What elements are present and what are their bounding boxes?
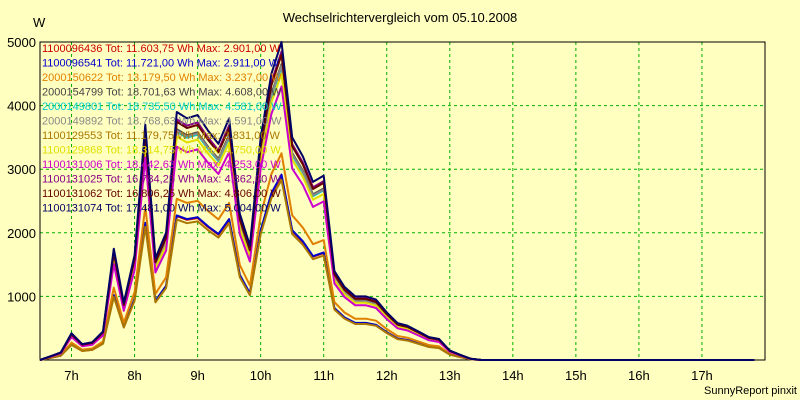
x-tick-label: 11h bbox=[313, 368, 334, 383]
legend: 1100096436 Tot: 11.603,75 Wh Max: 2.901,… bbox=[42, 43, 282, 215]
x-tick-label: 12h bbox=[376, 368, 398, 383]
y-tick-label: 4000 bbox=[7, 99, 36, 114]
series-lines bbox=[39, 41, 755, 361]
legend-entry-1100131074: 1100131074 Tot: 17.481,00 Wh Max: 5.004,… bbox=[42, 203, 281, 215]
chart-title: Wechselrichtervergleich vom 05.10.2008 bbox=[283, 10, 518, 25]
x-tick-label: 7h bbox=[64, 368, 78, 383]
legend-entry-1100129868: 1100129868 Tot: 18.314,75 Wh Max: 4.750,… bbox=[42, 145, 281, 157]
x-tick-label: 13h bbox=[439, 368, 461, 383]
series-line-1100131074 bbox=[39, 41, 755, 361]
footer-credit: SunnyReport pinxit bbox=[704, 385, 797, 397]
legend-entry-1100131025: 1100131025 Tot: 16.784,25 Wh Max: 4.862,… bbox=[42, 174, 281, 186]
y-axis-unit: W bbox=[33, 15, 46, 30]
x-tick-label: 15h bbox=[565, 368, 587, 383]
legend-entry-2000149892: 2000149892 Tot: 18.768,63 Wh Max: 4.591,… bbox=[42, 116, 282, 128]
legend-entry-1100131062: 1100131062 Tot: 16.806,25 Wh Max: 4.806,… bbox=[42, 188, 281, 200]
legend-entry-2000154799: 2000154799 Tot: 18.701,63 Wh Max: 4.608,… bbox=[42, 87, 282, 99]
x-tick-label: 9h bbox=[190, 368, 204, 383]
x-axis: 7h 8h 9h 10h 11h 12h 13h 14h 15h 16h 17h bbox=[64, 368, 713, 383]
legend-entry-1100096541: 1100096541 Tot: 11.721,00 Wh Max: 2.911,… bbox=[42, 58, 280, 70]
y-tick-label: 3000 bbox=[7, 162, 36, 177]
legend-entry-1100131006: 1100131006 Tot: 18.442,63 Wh Max: 4.253,… bbox=[42, 159, 281, 171]
x-tick-label: 8h bbox=[127, 368, 141, 383]
y-tick-label: 5000 bbox=[7, 35, 36, 50]
legend-entry-1100096436: 1100096436 Tot: 11.603,75 Wh Max: 2.901,… bbox=[42, 43, 281, 55]
legend-entry-2000149801: 2000149801 Tot: 18.735,50 Wh Max: 4.581,… bbox=[42, 101, 282, 113]
x-tick-label: 16h bbox=[628, 368, 650, 383]
legend-entry-1100129553: 1100129553 Tot: 11.179,75 Wh Max: 2.831,… bbox=[42, 130, 281, 142]
y-tick-label: 2000 bbox=[7, 226, 36, 241]
y-axis: 1000 2000 3000 4000 5000 bbox=[7, 35, 36, 304]
x-tick-label: 14h bbox=[502, 368, 524, 383]
x-tick-label: 10h bbox=[250, 368, 272, 383]
x-tick-label: 17h bbox=[691, 368, 713, 383]
plot-frame bbox=[39, 41, 766, 361]
y-tick-label: 1000 bbox=[7, 289, 36, 304]
legend-entry-2000150622: 2000150622 Tot: 13.179,50 Wh Max: 3.237,… bbox=[42, 72, 282, 84]
